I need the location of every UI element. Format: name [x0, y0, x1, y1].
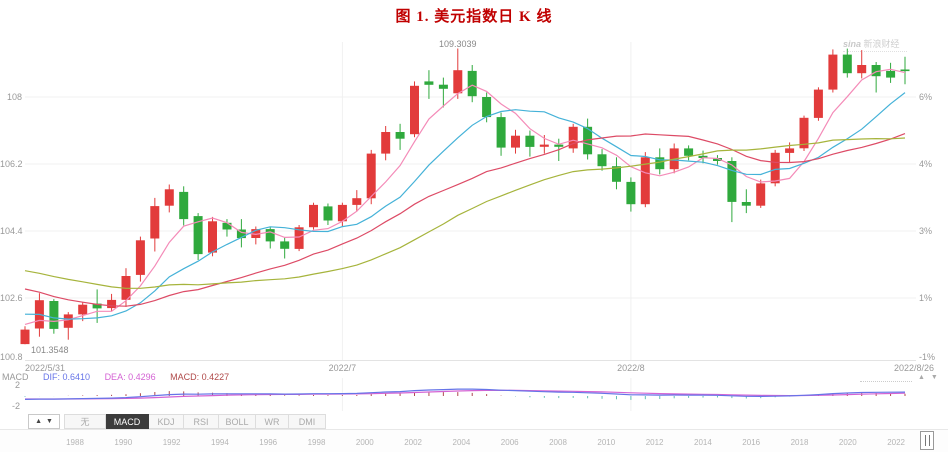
- date-axis-label: 2022/8/26: [893, 363, 934, 373]
- navigator-year-label: 2018: [790, 438, 809, 447]
- indicator-tab-rsi[interactable]: RSI: [184, 414, 219, 429]
- watermark-subline: [843, 51, 907, 52]
- navigator-year-label: 2020: [838, 438, 857, 447]
- zoom-up-arrow-icon[interactable]: ▲: [35, 418, 42, 425]
- navigator-year-label: 1996: [259, 438, 278, 447]
- slider-grip-line: [925, 435, 926, 446]
- navigator-year-label: 2022: [887, 438, 905, 447]
- percent-axis-label: 4%: [919, 159, 933, 169]
- navigator-year-label: 2010: [597, 438, 616, 447]
- price-axis-label: 100.8: [0, 352, 23, 362]
- navigator-year-label: 1994: [210, 438, 229, 447]
- navigator-year-label: 2006: [500, 438, 519, 447]
- sina-watermark: sina 新浪财经: [843, 40, 933, 52]
- indicator-tab-macd[interactable]: MACD: [106, 414, 149, 429]
- slider-grip-line: [929, 435, 930, 446]
- indicator-tab-wr[interactable]: WR: [256, 414, 289, 429]
- navigator-year-label: 1990: [114, 438, 133, 447]
- navigator-year-label: 2002: [404, 438, 422, 447]
- macd-header: MACD DIF: 0.6410 DEA: 0.4296 MACD: 0.422…: [2, 372, 241, 382]
- timeline-navigator[interactable]: 1988 1990 1992 1994 1996 1998 2000 2002 2004 2006…: [0, 429, 948, 452]
- price-axis-label: 104.4: [0, 226, 23, 236]
- price-axis-label: 106.2: [0, 159, 23, 169]
- price-axis-label: 108: [6, 92, 22, 102]
- navigator-year-label: 2016: [742, 438, 761, 447]
- date-axis-label: 2022/7: [328, 363, 357, 373]
- indicator-tab-boll[interactable]: BOLL: [219, 414, 256, 429]
- navigator-year-label: 2004: [452, 438, 471, 447]
- percent-axis-label: 1%: [919, 293, 933, 303]
- navigator-year-label: 1992: [162, 438, 181, 447]
- macd-panel-label: MACD: [2, 372, 29, 382]
- low-price-marker: 101.3548: [31, 345, 69, 355]
- navigator-year-label: 2014: [693, 438, 712, 447]
- panel-collapse-arrows[interactable]: ▲ ▼: [918, 374, 940, 381]
- percent-axis-label: -1%: [919, 352, 936, 362]
- price-axis-label: 102.6: [0, 293, 23, 303]
- figure-title: 图 1. 美元指数日 K 线: [395, 9, 553, 25]
- high-price-marker: 109.3039: [439, 39, 477, 49]
- indicator-tab-dmi[interactable]: DMI: [289, 414, 326, 429]
- navigator-slider-handle[interactable]: [920, 431, 934, 450]
- indicator-tab-kdj[interactable]: KDJ: [149, 414, 184, 429]
- navigator-year-label: 2012: [645, 438, 664, 447]
- macd-scale-bottom: -2: [11, 401, 20, 411]
- date-axis-label: 2022/8: [617, 363, 645, 373]
- indicator-tabs: 无 MACD KDJ RSI BOLL WR DMI: [64, 414, 326, 429]
- macd-dif-value: DIF: 0.6410: [43, 372, 91, 382]
- navigator-year-label: 1998: [307, 438, 326, 447]
- sina-watermark-text: 新浪财经: [863, 39, 900, 49]
- date-axis-label: 2022/5/31: [25, 363, 66, 373]
- macd-scale-top: 2: [14, 380, 20, 390]
- indicator-tab-无[interactable]: 无: [64, 414, 106, 429]
- navigator-year-label: 2000: [355, 438, 374, 447]
- zoom-arrows[interactable]: ▲ ▼: [28, 414, 60, 429]
- zoom-down-arrow-icon[interactable]: ▼: [46, 418, 53, 425]
- navigator-year-label: 1988: [66, 438, 84, 447]
- navigator-year-label: 2008: [549, 438, 567, 447]
- percent-axis-label: 3%: [919, 226, 933, 236]
- macd-dea-value: DEA: 0.4296: [104, 372, 156, 382]
- macd-macd-value: MACD: 0.4227: [170, 372, 230, 382]
- percent-axis-label: 6%: [919, 92, 933, 102]
- macd-panel-dotted-strip: [860, 381, 912, 382]
- indicator-toolbar: ▲ ▼ 无 MACD KDJ RSI BOLL WR DMI: [28, 414, 326, 429]
- sina-logo: sina: [843, 39, 862, 49]
